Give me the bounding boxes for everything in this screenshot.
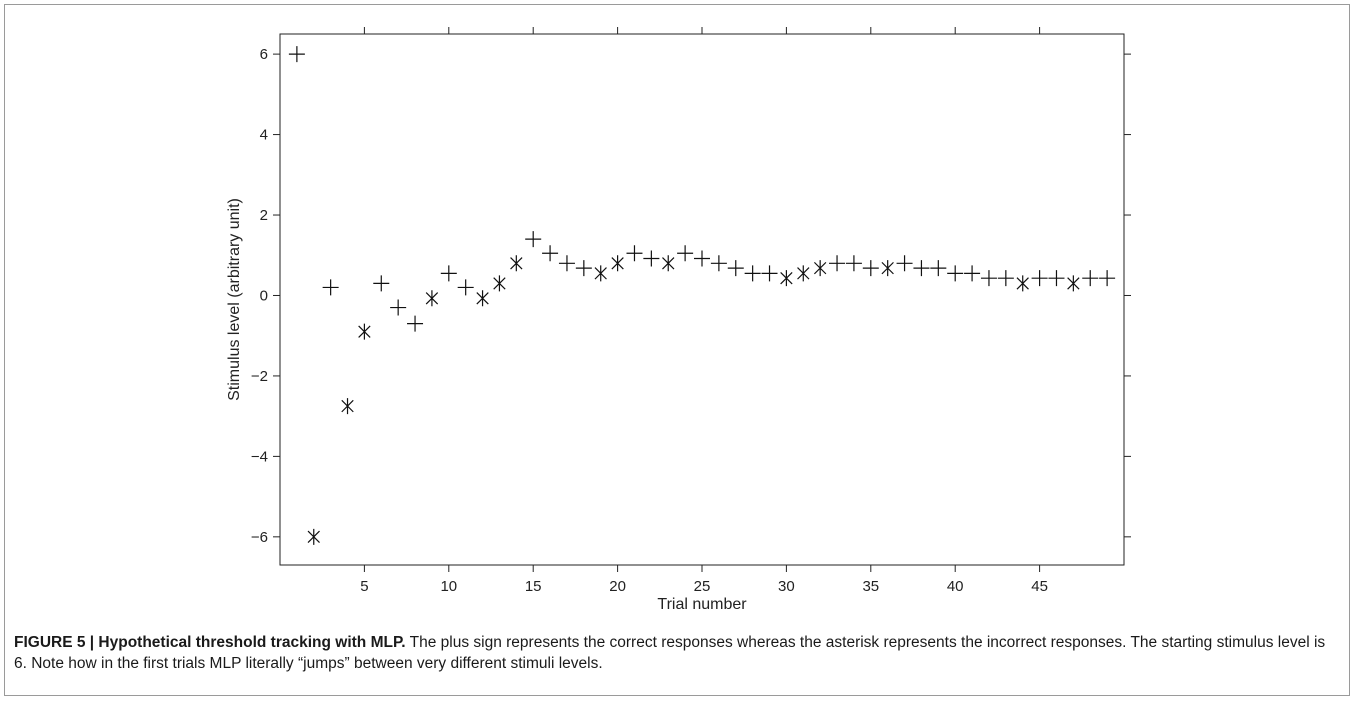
asterisk-marker: [1016, 275, 1029, 292]
plus-marker: [1031, 270, 1048, 287]
plus-marker: [288, 46, 305, 63]
plus-marker: [947, 265, 964, 282]
asterisk-marker: [476, 290, 489, 307]
x-tick-label: 15: [525, 578, 542, 595]
figure-caption: FIGURE 5 | Hypothetical threshold tracki…: [14, 632, 1334, 674]
plus-marker: [407, 315, 424, 332]
plus-marker: [1099, 270, 1116, 287]
asterisk-marker: [358, 323, 371, 340]
x-axis-label: Trial number: [657, 596, 747, 613]
y-tick-label: 2: [260, 207, 268, 224]
plus-marker: [558, 255, 575, 272]
plus-marker: [896, 255, 913, 272]
asterisk-marker: [594, 265, 607, 282]
asterisk-marker: [780, 270, 793, 287]
scatter-plot: 5 10 15 20 25 30 35 40 45 −6 −4 −2 0 2 4 6 Trial number…: [226, 27, 1131, 613]
plus-marker: [322, 279, 339, 296]
y-tick-label: −2: [251, 368, 268, 385]
plus-marker: [1082, 270, 1099, 287]
asterisk-marker: [1067, 275, 1080, 292]
x-tick-label: 35: [862, 578, 879, 595]
x-tick-label: 10: [440, 578, 457, 595]
plot-area: [279, 33, 1125, 566]
y-tick-label: 0: [260, 287, 268, 304]
figure-frame: [4, 4, 1350, 696]
plus-marker: [694, 250, 710, 267]
asterisk-marker: [510, 255, 523, 272]
x-tick-label: 25: [694, 578, 711, 595]
plus-marker: [964, 265, 981, 282]
data-markers: [288, 46, 1116, 545]
plus-marker: [862, 260, 879, 277]
asterisk-marker: [881, 260, 894, 277]
plus-marker: [727, 260, 744, 277]
plus-marker: [440, 265, 457, 282]
x-tick-label: 30: [778, 578, 795, 595]
tick-labels: 5 10 15 20 25 30 35 40 45 −6 −4 −2 0 2 4 6: [251, 46, 1048, 595]
plus-marker: [1048, 270, 1065, 287]
x-tick-label: 20: [609, 578, 626, 595]
asterisk-marker: [813, 260, 827, 277]
asterisk-marker: [493, 275, 506, 292]
axis-ticks: [273, 27, 1131, 572]
y-tick-label: 6: [260, 46, 268, 63]
asterisk-marker: [662, 255, 675, 272]
plus-marker: [626, 245, 643, 262]
plus-marker: [525, 231, 542, 248]
plus-marker: [575, 260, 592, 277]
plus-marker: [829, 255, 846, 272]
plus-marker: [677, 245, 694, 262]
asterisk-marker: [425, 290, 439, 307]
plus-marker: [845, 255, 862, 272]
x-tick-label: 40: [947, 578, 964, 595]
asterisk-marker: [611, 255, 624, 272]
asterisk-marker: [307, 528, 320, 545]
plus-marker: [373, 275, 390, 292]
plus-marker: [390, 299, 407, 316]
plus-marker: [744, 265, 761, 282]
y-axis-label: Stimulus level (arbitrary unit): [226, 198, 243, 401]
plus-marker: [980, 270, 997, 287]
y-tick-label: −6: [251, 529, 268, 546]
plus-marker: [930, 260, 947, 277]
caption-text: The plus sign represents the correct res…: [14, 634, 1326, 672]
y-tick-label: −4: [251, 448, 268, 465]
plus-marker: [710, 255, 727, 272]
caption-label: FIGURE 5 | Hypothetical threshold tracki…: [14, 634, 406, 651]
plus-marker: [997, 270, 1014, 287]
plus-marker: [761, 265, 778, 282]
x-tick-label: 45: [1031, 578, 1048, 595]
plus-marker: [542, 245, 559, 262]
asterisk-marker: [341, 398, 354, 415]
asterisk-marker: [797, 265, 810, 282]
plus-marker: [913, 260, 930, 277]
plus-marker: [643, 250, 660, 267]
x-tick-label: 5: [360, 578, 368, 595]
y-tick-label: 4: [260, 127, 268, 144]
plus-marker: [457, 279, 474, 296]
